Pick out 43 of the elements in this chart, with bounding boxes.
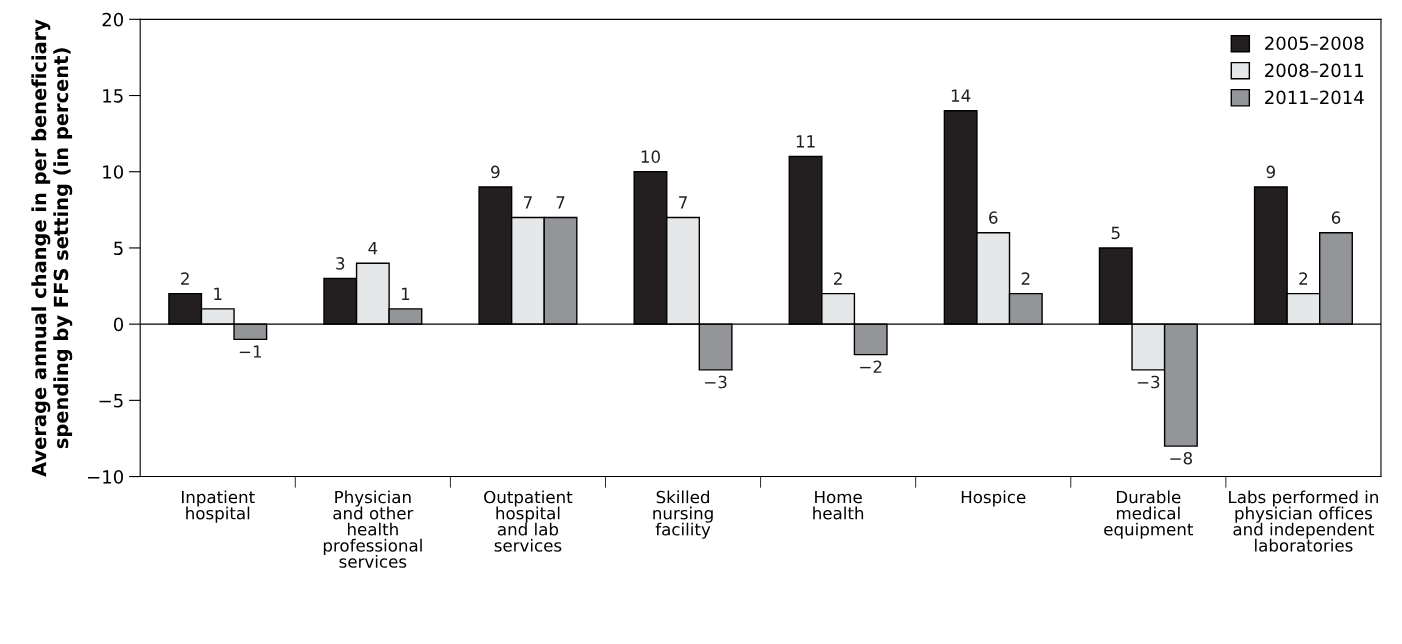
x-tick-label: Outpatient hospital and lab services <box>484 490 573 552</box>
data-label: −1 <box>239 345 262 358</box>
data-label: 10 <box>641 150 660 163</box>
y-tick-label: −5 <box>99 394 123 408</box>
data-label: 2 <box>834 272 842 285</box>
x-tick-label: Inpatient hospital <box>181 490 255 523</box>
data-label: 7 <box>679 196 687 209</box>
data-label: 2 <box>181 272 189 285</box>
data-label: 1 <box>214 287 222 300</box>
data-label: 1 <box>401 287 410 300</box>
data-label: −3 <box>705 375 727 389</box>
legend-label: 2008–2011 <box>1265 63 1364 78</box>
data-label: 6 <box>1331 211 1341 224</box>
legend-label: 2005–2008 <box>1265 36 1364 51</box>
data-label: 9 <box>1266 165 1275 179</box>
data-label: −8 <box>1170 451 1193 465</box>
x-tick-label: Labs performed in physician offices and independent laboratories <box>1229 490 1378 552</box>
x-tick-label: Durable medical equipment <box>1104 490 1194 539</box>
data-label: 2 <box>1021 272 1030 285</box>
y-tick-label: 0 <box>113 317 124 332</box>
data-label: 7 <box>556 196 565 209</box>
data-label: 3 <box>336 257 345 270</box>
data-label: −2 <box>860 360 882 373</box>
y-tick-label: −10 <box>88 470 124 484</box>
y-tick-label: 15 <box>103 89 123 103</box>
data-label: 11 <box>796 135 815 148</box>
x-tick-label: Hospice <box>961 490 1026 507</box>
data-label: 14 <box>951 89 971 102</box>
data-label: 2 <box>1299 272 1308 285</box>
y-tick-label: 5 <box>114 241 123 256</box>
y-axis-title: Average annual change in per beneficiary spending by FFS setting (in percent) <box>31 19 73 477</box>
y-tick-label: 20 <box>102 12 124 27</box>
data-label: −3 <box>1137 375 1160 389</box>
x-tick-label: Physician and other health professional services <box>323 490 422 568</box>
data-label: 4 <box>368 242 378 255</box>
data-label: 6 <box>989 211 998 224</box>
data-label: 9 <box>491 165 500 179</box>
data-label: 7 <box>524 196 532 209</box>
legend-label: 2011–2014 <box>1265 90 1364 105</box>
y-tick-label: 10 <box>103 165 124 179</box>
data-label: 5 <box>1111 226 1120 240</box>
x-tick-label: Home health <box>813 490 864 520</box>
x-tick-label: Skilled nursing facility <box>653 490 713 539</box>
